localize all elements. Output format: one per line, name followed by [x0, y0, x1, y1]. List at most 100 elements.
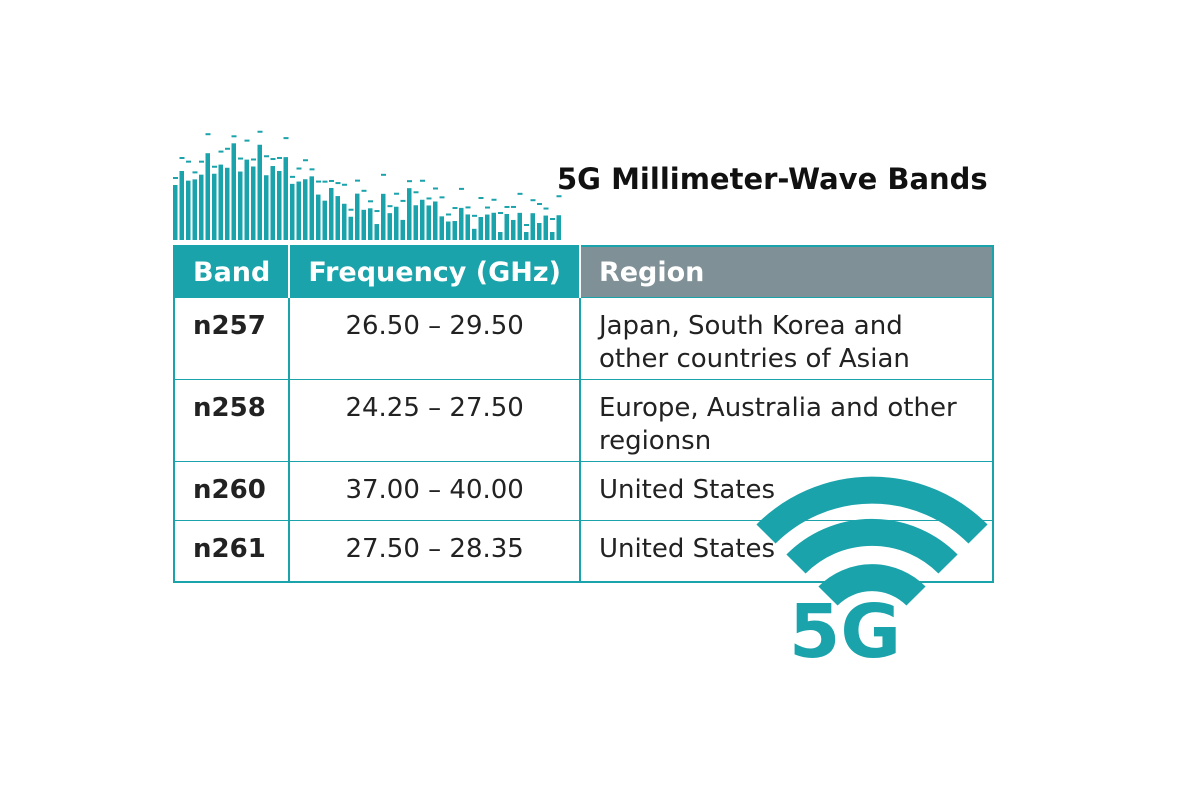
equalizer-peak [446, 213, 451, 216]
equalizer-peak [394, 192, 399, 195]
equalizer-peak [257, 130, 263, 133]
equalizer-bar [303, 179, 308, 240]
equalizer-peak [504, 205, 510, 208]
equalizer-bar [517, 212, 522, 240]
equalizer-peak [374, 210, 380, 213]
equalizer-peak [517, 192, 523, 195]
equalizer-bar [439, 216, 444, 240]
title: 5G Millimeter-Wave Bands [557, 162, 988, 196]
equalizer-bar [238, 171, 243, 240]
equalizer-peak [491, 198, 497, 201]
equalizer-peak [303, 159, 308, 162]
equalizer-peak [329, 179, 334, 182]
equalizer-bar [296, 181, 301, 240]
equalizer-peak [439, 196, 445, 199]
equalizer-bar [355, 193, 360, 240]
equalizer-bar [205, 153, 210, 240]
equalizer-peak [407, 180, 412, 183]
equalizer-bar [459, 207, 464, 240]
equalizer-bar [485, 214, 490, 240]
equalizer-bar [218, 164, 223, 240]
equalizer-bar [212, 173, 217, 240]
equalizer-bar [361, 209, 366, 240]
equalizer-bar [283, 157, 288, 240]
equalizer-bar [348, 216, 353, 240]
equalizer-peak [231, 135, 237, 138]
table-cell: Europe, Australia and other regionsn [578, 379, 995, 462]
equalizer-bar [413, 205, 418, 240]
equalizer-peak [205, 133, 211, 136]
equalizer-peak [381, 173, 386, 176]
equalizer-peak [179, 156, 185, 159]
table-cell: United States [578, 461, 995, 521]
equalizer-peak [322, 180, 328, 183]
equalizer-bar [498, 232, 503, 240]
equalizer-peak [192, 171, 198, 174]
equalizer-peak [361, 189, 367, 192]
equalizer-peak [524, 224, 529, 226]
table-cell: 37.00 – 40.00 [288, 461, 581, 521]
equalizer-bar [264, 175, 269, 240]
equalizer-bar [543, 215, 548, 240]
table-row: n258 24.25 – 27.50 Europe, Australia and o… [172, 379, 995, 462]
equalizer-peak [511, 205, 516, 208]
equalizer-bar [192, 179, 197, 240]
equalizer-bar [335, 196, 340, 240]
equalizer-bar [244, 159, 249, 240]
equalizer-bar [537, 222, 542, 240]
equalizer-bar [504, 213, 509, 240]
equalizer-peak [218, 150, 224, 153]
bands-table: Band Frequency (GHz) Region n257 26.50 – … [172, 245, 995, 583]
table-cell: n261 [172, 520, 291, 583]
equalizer-peak [251, 158, 256, 161]
equalizer-bar [270, 166, 275, 240]
equalizer-bar [381, 193, 386, 240]
table-row: n260 37.00 – 40.00 United States [172, 461, 995, 521]
equalizer-peak [426, 197, 432, 200]
equalizer-peak [296, 167, 302, 170]
equalizer-peak [465, 206, 471, 209]
equalizer-peak [556, 195, 562, 198]
equalizer-bar [199, 174, 204, 240]
equalizer-bar [446, 221, 451, 240]
equalizer-bar [491, 212, 496, 240]
header-cell: Frequency (GHz) [289, 246, 581, 298]
table-cell: n257 [172, 297, 291, 380]
equalizer-peak [238, 157, 243, 160]
equalizer-peak [530, 199, 536, 202]
header-cell: Region [579, 246, 993, 298]
equalizer-peak [543, 207, 549, 210]
equalizer-peak [355, 179, 360, 182]
equalizer-peak [283, 137, 289, 140]
equalizer-peak [173, 177, 178, 179]
equalizer-peak [212, 165, 217, 168]
equalizer-bar [550, 232, 555, 240]
equalizer-peak [368, 200, 373, 203]
equalizer-peak [277, 156, 282, 159]
equalizer-graphic [173, 130, 562, 240]
equalizer-peak [537, 202, 542, 205]
equalizer-bar [179, 170, 184, 240]
table-cell: 26.50 – 29.50 [288, 297, 581, 380]
equalizer-peak [452, 207, 458, 210]
equalizer-bar [257, 144, 262, 240]
equalizer-peak [309, 168, 315, 171]
equalizer-bar [329, 187, 334, 240]
table-cell: Japan, South Korea and other countries o… [578, 297, 995, 380]
table-cell: 24.25 – 27.50 [288, 379, 581, 462]
table-cell: United States [578, 520, 995, 583]
header-row: Band Frequency (GHz) Region [174, 246, 993, 298]
equalizer-bar [420, 199, 425, 240]
equalizer-bar [173, 185, 178, 240]
equalizer-bar [407, 188, 412, 240]
equalizer-bar [186, 180, 191, 240]
equalizer-peak [485, 206, 490, 209]
equalizer-peak [400, 199, 406, 202]
table-cell: 27.50 – 28.35 [288, 520, 581, 583]
equalizer-peak [199, 160, 204, 163]
equalizer-bar [225, 167, 230, 240]
equalizer-bar [231, 143, 236, 240]
equalizer-bar [316, 194, 321, 240]
equalizer-peak [433, 187, 438, 190]
equalizer-peak [342, 183, 347, 186]
